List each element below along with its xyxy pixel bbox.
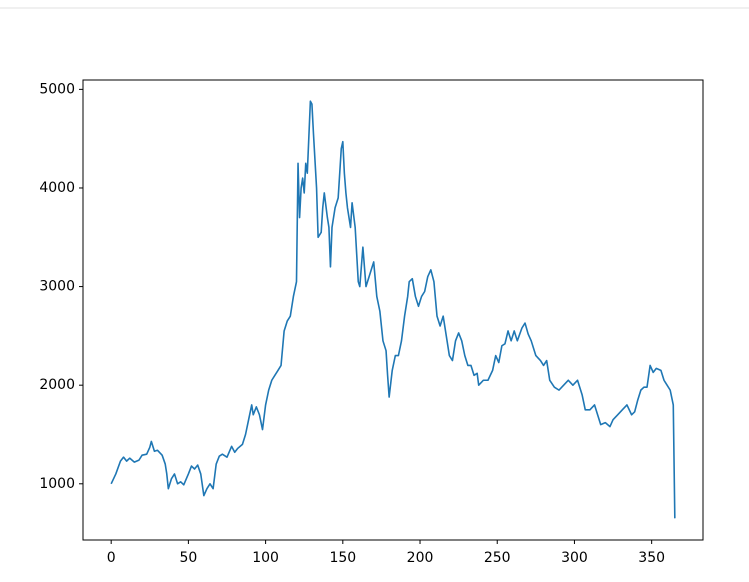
line bbox=[110, 100, 676, 519]
x-tick-label: 200 bbox=[407, 550, 434, 566]
x-tick-label: 300 bbox=[561, 550, 588, 566]
x-tick-label: 0 bbox=[107, 550, 116, 566]
y-tick-label: 5000 bbox=[39, 81, 75, 97]
x-tick-label: 100 bbox=[252, 550, 279, 566]
y-tick-label: 3000 bbox=[39, 279, 75, 295]
y-tick-label: 1000 bbox=[39, 476, 75, 492]
plot-frame bbox=[82, 79, 704, 541]
x-tick-label: 350 bbox=[638, 550, 665, 566]
x-tick-label: 250 bbox=[484, 550, 511, 566]
y-tick-label: 4000 bbox=[39, 180, 75, 196]
x-tick-label: 50 bbox=[179, 550, 197, 566]
x-tick-label: 150 bbox=[329, 550, 356, 566]
y-tick-label: 2000 bbox=[39, 377, 75, 393]
